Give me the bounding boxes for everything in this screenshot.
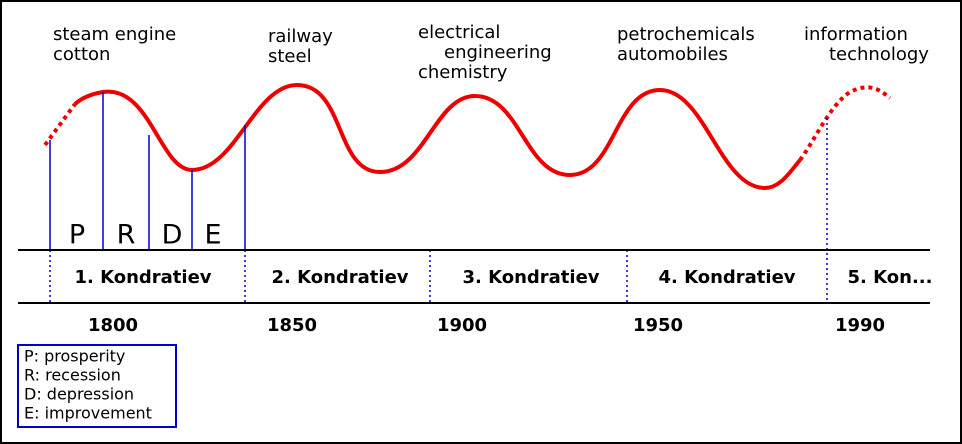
year: 1950	[633, 315, 683, 336]
year: 1900	[437, 315, 487, 336]
wave-label: 4. Kondratiev	[658, 267, 795, 288]
wave-label: 2. Kondratiev	[271, 267, 408, 288]
wave-curve-dotted	[43, 85, 892, 162]
wave-label: 1. Kondratiev	[74, 267, 211, 288]
period-dividers	[49, 118, 828, 303]
technology: chemistry	[418, 62, 508, 83]
wave-label: 3. Kondratiev	[462, 267, 599, 288]
legend-item: P: prosperity	[24, 347, 125, 366]
legend-item: E: improvement	[24, 404, 152, 423]
technology: cotton	[53, 44, 110, 65]
technology: petrochemicals	[617, 24, 755, 45]
year: 1850	[267, 315, 317, 336]
phase-lines	[49, 92, 246, 250]
phase-letter: D	[162, 220, 183, 251]
technology: railway	[268, 26, 333, 47]
technology: technology	[829, 44, 929, 65]
technology: automobiles	[617, 44, 728, 65]
technology: information	[804, 24, 908, 45]
technology: electrical	[418, 22, 500, 43]
year: 1800	[88, 315, 138, 336]
legend-box	[17, 344, 177, 428]
legend-item: R: recession	[24, 366, 121, 385]
wave-curve	[73, 82, 802, 191]
year: 1990	[835, 315, 885, 336]
phase-letter: R	[117, 220, 136, 251]
legend-item: D: depression	[24, 385, 134, 404]
phase-letter: P	[69, 220, 85, 251]
technology: steel	[268, 46, 312, 67]
technology: steam engine	[53, 24, 176, 45]
technology: engineering	[444, 42, 552, 63]
wave-label: 5. Kon...	[848, 267, 933, 288]
phase-letter: E	[204, 220, 221, 251]
